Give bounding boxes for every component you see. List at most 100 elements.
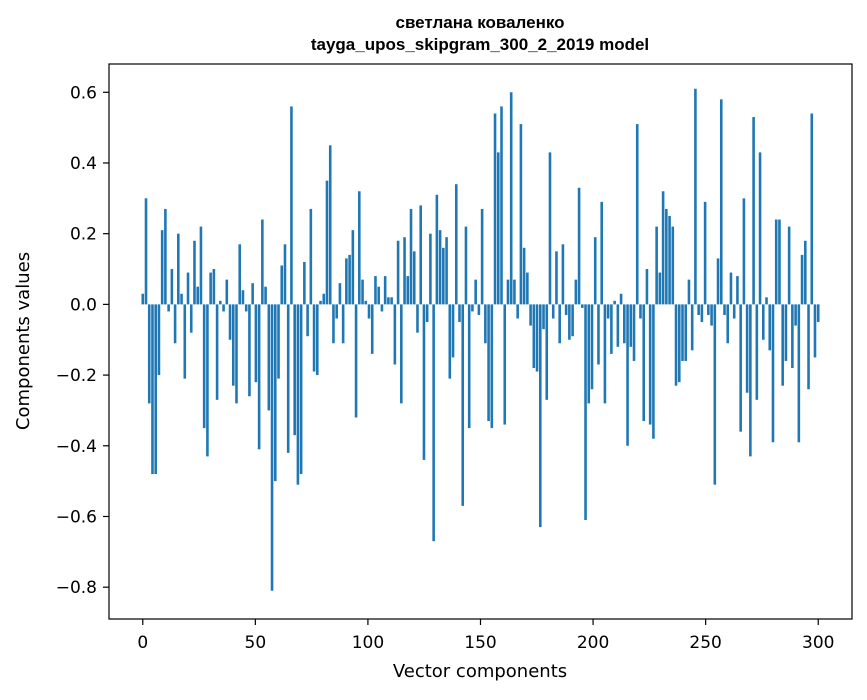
bar bbox=[335, 304, 338, 319]
bar bbox=[568, 304, 571, 340]
bar bbox=[270, 304, 274, 591]
bar bbox=[154, 304, 157, 475]
bar bbox=[432, 304, 435, 542]
bar bbox=[590, 304, 594, 390]
bar bbox=[697, 304, 700, 315]
bar bbox=[458, 304, 461, 323]
bar bbox=[535, 304, 539, 372]
bar bbox=[642, 304, 646, 422]
bar bbox=[196, 286, 200, 305]
bar bbox=[364, 300, 368, 305]
bar bbox=[487, 304, 490, 422]
bar bbox=[422, 304, 426, 460]
bars-layer bbox=[141, 88, 820, 591]
y-tick-label: −0.6 bbox=[56, 507, 97, 527]
bar bbox=[574, 279, 578, 305]
bar bbox=[545, 304, 549, 400]
bar bbox=[813, 304, 817, 358]
bar bbox=[603, 304, 607, 404]
bar bbox=[480, 208, 484, 305]
bar bbox=[354, 304, 358, 418]
bar bbox=[558, 304, 561, 344]
bar bbox=[742, 198, 746, 305]
bar bbox=[283, 244, 287, 305]
bar bbox=[593, 237, 597, 305]
bar bbox=[690, 304, 694, 351]
bar bbox=[532, 304, 536, 369]
bar bbox=[254, 304, 258, 383]
bar bbox=[613, 300, 616, 305]
bar bbox=[513, 279, 516, 305]
bar bbox=[749, 304, 752, 457]
bar bbox=[707, 304, 710, 315]
bar bbox=[273, 304, 277, 482]
bar bbox=[774, 219, 778, 305]
bar bbox=[564, 304, 568, 315]
bar bbox=[199, 226, 203, 305]
bar bbox=[677, 304, 681, 383]
x-axis-label: Vector components bbox=[393, 661, 567, 682]
bar bbox=[257, 304, 261, 450]
bar bbox=[729, 272, 733, 305]
bar bbox=[412, 251, 416, 305]
bar bbox=[222, 304, 225, 312]
bar bbox=[377, 286, 380, 305]
bar bbox=[490, 304, 494, 429]
bar bbox=[794, 304, 797, 326]
bar bbox=[768, 304, 772, 351]
bar bbox=[370, 304, 374, 354]
bar bbox=[157, 304, 161, 376]
bar bbox=[626, 304, 629, 446]
bar bbox=[248, 304, 251, 397]
bar bbox=[183, 304, 187, 379]
x-tick-label: 250 bbox=[689, 633, 721, 653]
bar bbox=[516, 304, 519, 319]
y-tick-label: 0.4 bbox=[70, 154, 97, 174]
bar bbox=[658, 272, 662, 305]
bar bbox=[425, 304, 429, 323]
bar bbox=[484, 304, 487, 344]
bar bbox=[454, 184, 458, 305]
bar bbox=[212, 269, 216, 305]
bar bbox=[202, 304, 206, 429]
bar bbox=[581, 304, 584, 308]
bar bbox=[584, 304, 587, 521]
bar bbox=[374, 276, 377, 305]
bar bbox=[290, 106, 293, 305]
bar bbox=[713, 304, 717, 485]
bar bbox=[345, 258, 348, 305]
bar bbox=[732, 304, 736, 319]
bar bbox=[451, 304, 455, 358]
bar bbox=[661, 191, 665, 305]
x-tick-label: 200 bbox=[577, 633, 609, 653]
bar bbox=[438, 230, 442, 305]
bar bbox=[435, 194, 439, 305]
bar bbox=[164, 208, 167, 305]
bar bbox=[739, 304, 742, 432]
bar bbox=[390, 297, 393, 305]
bar bbox=[493, 113, 497, 305]
bar bbox=[167, 304, 170, 312]
bar bbox=[529, 304, 532, 326]
bar bbox=[416, 304, 419, 333]
bar bbox=[228, 304, 232, 340]
bar bbox=[293, 304, 296, 436]
bar bbox=[761, 304, 765, 340]
bar bbox=[726, 304, 730, 344]
bar bbox=[791, 304, 794, 369]
bar bbox=[225, 279, 229, 305]
bar bbox=[551, 304, 555, 319]
bar bbox=[645, 269, 649, 305]
y-tick-label: 0.0 bbox=[70, 295, 97, 315]
bar bbox=[445, 237, 448, 305]
x-axis-ticks: 0 50 100 150 200 250 300 bbox=[137, 619, 834, 653]
bar bbox=[319, 300, 322, 305]
bar bbox=[807, 304, 810, 390]
bar bbox=[555, 251, 558, 305]
x-tick-label: 0 bbox=[137, 633, 148, 653]
y-tick-label: 0.2 bbox=[70, 225, 97, 245]
y-tick-label: −0.2 bbox=[56, 366, 97, 386]
bar bbox=[264, 286, 267, 305]
bar bbox=[387, 297, 390, 305]
